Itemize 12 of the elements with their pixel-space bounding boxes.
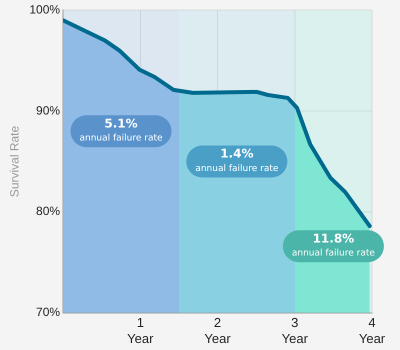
y-axis-title: Survival Rate	[8, 126, 22, 198]
y-tick-label: 80%	[36, 204, 60, 218]
band-label: 5.1% annual failure rate	[79, 116, 164, 144]
x-tick-label: 1 Year	[127, 315, 154, 346]
band-label: 1.4% annual failure rate	[195, 146, 279, 174]
band-label: 11.8% annual failure rate	[292, 231, 376, 259]
y-tick-label: 100%	[29, 2, 60, 17]
x-tick-label: 3 Year	[282, 315, 309, 346]
y-tick-label: 90%	[36, 103, 60, 118]
x-tick-label: 4 Year	[358, 315, 386, 346]
y-tick-label: 70%	[36, 305, 60, 320]
x-tick-label: 2 Year	[204, 315, 232, 346]
